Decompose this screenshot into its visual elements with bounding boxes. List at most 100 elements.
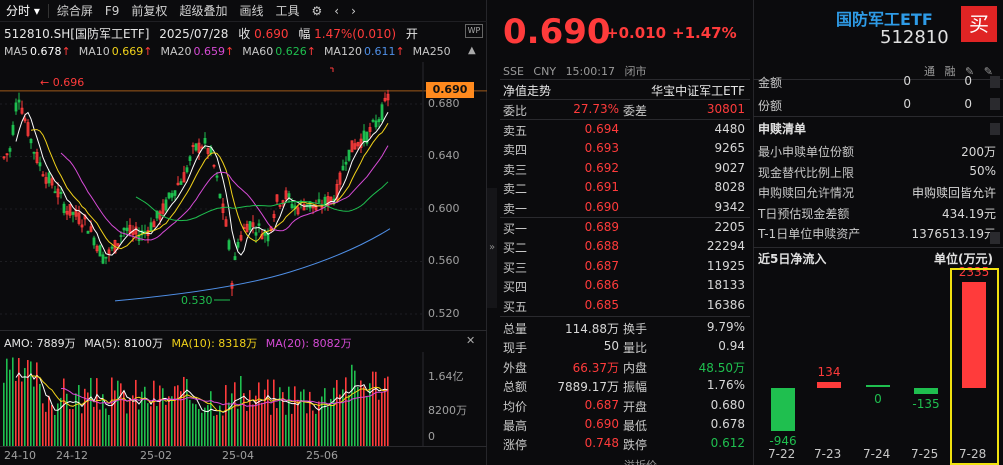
- volume-bar: [234, 382, 236, 446]
- close-subchart-icon[interactable]: ✕: [466, 334, 476, 347]
- prev-icon[interactable]: ‹: [334, 3, 340, 18]
- settings-icon[interactable]: ⚙: [311, 3, 323, 18]
- edit-icon[interactable]: ✎: [965, 65, 975, 78]
- weight-icon[interactable]: WP: [465, 24, 483, 38]
- range-label: 幅: [298, 27, 311, 41]
- volume-bar: [171, 396, 173, 446]
- net-inflow-bar[interactable]: [817, 381, 841, 388]
- creation-list-row: 申购赎回允许情况 申购赎回皆允许: [758, 181, 998, 201]
- bid-price: 0.686: [584, 278, 619, 293]
- bid-volume: 2205: [714, 220, 745, 234]
- kline-chart-panel[interactable]: [0, 0, 487, 465]
- scroll-down-icon[interactable]: [990, 232, 1000, 244]
- volume-bar: [177, 385, 179, 446]
- bid-level: 买五: [503, 299, 528, 314]
- stat-value: 0.612: [710, 436, 745, 451]
- volume-bar: [66, 393, 68, 446]
- volume-bar: [204, 407, 206, 446]
- ma-arrow: ↑: [306, 45, 316, 58]
- price-axis-label: 0.520: [428, 307, 460, 320]
- bid-row[interactable]: 买二 0.688 22294: [503, 237, 745, 256]
- ask-row[interactable]: 卖二 0.691 8028: [503, 178, 745, 197]
- price-axis-label: 0.600: [428, 202, 460, 215]
- candle-body: [134, 226, 138, 235]
- ma20-line: [60, 145, 389, 241]
- volume-bar: [9, 369, 11, 446]
- candle-body: [377, 119, 381, 123]
- tab-intraday[interactable]: 分时 ▾: [6, 4, 40, 18]
- tab-tools[interactable]: 工具: [275, 4, 300, 18]
- stat-label: 外盘: [503, 360, 528, 375]
- candle-body: [281, 200, 285, 205]
- candle-body: [2, 156, 6, 159]
- ask-row[interactable]: 卖四 0.693 9265: [503, 139, 745, 158]
- scroll-down-icon[interactable]: [990, 98, 1000, 110]
- stat-row: 总额 7889.17万 振幅 1.76%: [503, 376, 745, 395]
- bid-level: 买一: [503, 222, 528, 236]
- bid-level: 买四: [503, 280, 528, 295]
- edit-icon[interactable]: ✎: [983, 65, 993, 78]
- candle-body: [356, 142, 360, 147]
- net-inflow-bar[interactable]: [962, 281, 986, 388]
- collapse-up-icon[interactable]: ▲: [468, 45, 476, 56]
- tab-draw-lines[interactable]: 画线: [239, 4, 264, 18]
- candle-body: [188, 156, 192, 161]
- date-axis-label: 25-06: [306, 449, 338, 462]
- tab-super-overlay[interactable]: 超级叠加: [179, 4, 228, 18]
- ask-level: 卖三: [503, 162, 528, 177]
- bar-date: 2025/07/28: [159, 27, 229, 41]
- candle-body: [92, 237, 96, 246]
- bid-row[interactable]: 买四 0.686 18133: [503, 276, 745, 295]
- ma-legend-item: MA250: [413, 45, 457, 58]
- net-inflow-date: 7-23: [814, 447, 842, 461]
- next-icon[interactable]: ›: [351, 3, 356, 18]
- buy-button[interactable]: 买: [961, 6, 997, 42]
- volume-bars: [3, 357, 389, 446]
- volume-bar: [156, 406, 158, 446]
- nav-tab[interactable]: 净值走势: [503, 84, 552, 98]
- net-inflow-title: 近5日净流入: [758, 252, 827, 266]
- candle-body: [125, 227, 129, 232]
- candle-body: [323, 196, 327, 205]
- tab-f9[interactable]: F9: [104, 3, 120, 18]
- volume-bar: [159, 385, 161, 446]
- index-name[interactable]: 华宝中证军工ETF: [651, 84, 745, 98]
- ask-row[interactable]: 卖一 0.690 9342: [503, 198, 745, 217]
- volume-bar: [255, 395, 257, 446]
- candle-body: [101, 254, 105, 264]
- net-inflow-unit: 单位(万元): [934, 252, 993, 266]
- bid-row[interactable]: 买五 0.685 16386: [503, 296, 745, 315]
- stat-row: 涨停 0.748 跌停 0.612: [503, 434, 745, 453]
- net-inflow-bar[interactable]: [771, 388, 795, 432]
- stat-label: 跌停: [623, 438, 648, 453]
- ask-row[interactable]: 卖五 0.694 4480: [503, 120, 745, 139]
- volume-bar: [87, 392, 89, 446]
- low-marker-value: 0.530: [181, 294, 213, 307]
- rong-icon[interactable]: 融: [944, 65, 956, 78]
- market-state: 闭市: [624, 65, 647, 78]
- candle-body: [77, 212, 81, 224]
- tong-icon[interactable]: 通: [924, 65, 935, 78]
- bid-level: 买三: [503, 260, 528, 275]
- volume-bar: [180, 391, 182, 446]
- bid-row[interactable]: 买一 0.689 2205: [503, 218, 745, 237]
- volume-bar: [78, 385, 80, 446]
- tab-forward-adjust[interactable]: 前复权: [131, 4, 168, 18]
- bid-row[interactable]: 买三 0.687 11925: [503, 257, 745, 276]
- volume-bar: [15, 380, 17, 446]
- price-axis-label: 0.640: [428, 149, 460, 162]
- volume-bar: [243, 393, 245, 446]
- net-inflow-bar[interactable]: [914, 388, 938, 395]
- net-inflow-bar[interactable]: [866, 385, 890, 387]
- tab-composite-screen[interactable]: 综合屏: [56, 4, 93, 18]
- creation-list-label: 最小申赎单位份额: [758, 145, 855, 159]
- candle-body: [311, 205, 315, 209]
- volume-bar: [165, 404, 167, 446]
- ask-row[interactable]: 卖三 0.692 9027: [503, 159, 745, 178]
- panel-toggle-icon[interactable]: »: [487, 188, 497, 308]
- scroll-up-icon[interactable]: [990, 123, 1000, 135]
- etf-name: 国防军工ETF: [836, 10, 933, 29]
- scroll-up-icon[interactable]: [990, 76, 1000, 88]
- amount-value-1: 0: [903, 74, 911, 88]
- kline-candles: [2, 89, 390, 296]
